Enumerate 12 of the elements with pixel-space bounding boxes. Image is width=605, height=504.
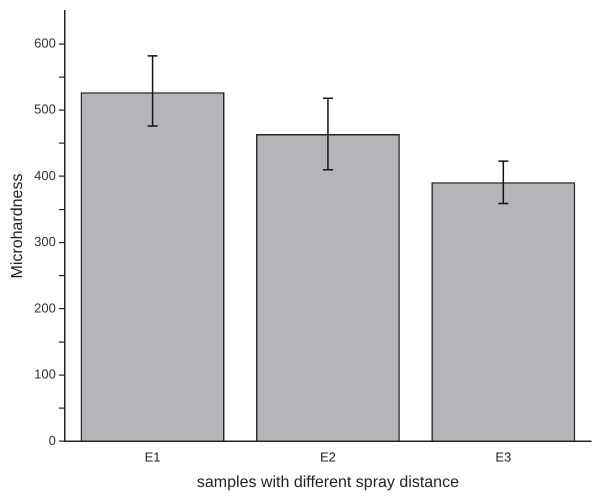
y-tick-label: 200 (34, 300, 56, 316)
y-tick-label: 600 (34, 35, 56, 50)
y-axis-title: Microhardness (9, 174, 26, 278)
y-tick-label: 500 (34, 102, 56, 117)
y-tick-label: 0 (48, 432, 56, 448)
y-tick-label: 400 (34, 168, 56, 183)
x-tick-label: E2 (320, 450, 336, 465)
x-axis-title: samples with different spray distance (196, 474, 460, 491)
x-tick-label: E3 (495, 450, 512, 465)
x-tick-label: E1 (144, 450, 161, 465)
y-tick-label: 100 (34, 366, 56, 382)
y-tick-label: 300 (34, 234, 56, 250)
